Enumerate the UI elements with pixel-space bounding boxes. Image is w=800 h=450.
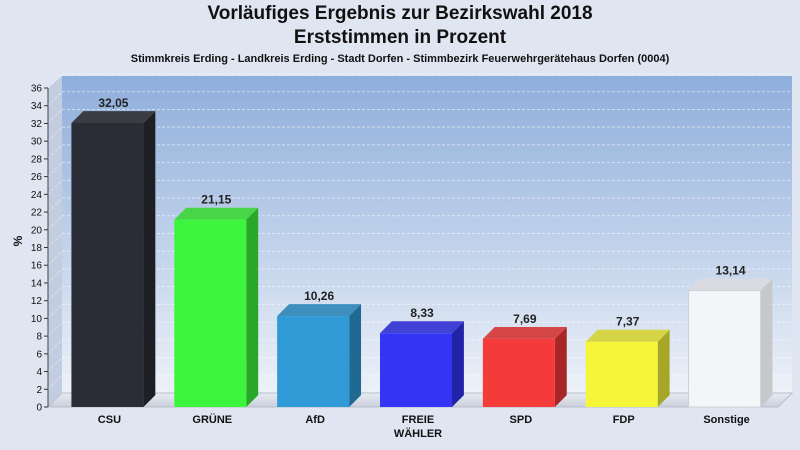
x-tick-label: GRÜNE [192, 413, 232, 426]
y-tick-label: 0 [36, 403, 42, 414]
y-tick-label: 18 [31, 243, 43, 254]
x-tick-label: AfD [305, 414, 325, 426]
gridline-side [47, 144, 63, 160]
gridline-side [47, 268, 63, 284]
bar-side [143, 111, 156, 408]
bar-front [482, 338, 555, 407]
bar-front [688, 290, 762, 408]
chart-title: Vorläufiges Ergebnis zur Bezirkswahl 201… [207, 3, 593, 24]
y-tick-label: 28 [31, 154, 43, 165]
bar-top [71, 111, 156, 124]
bar-top [688, 278, 773, 291]
bar-freie-wähler [380, 321, 464, 407]
side-wall [48, 76, 62, 407]
bar-grüne [174, 207, 259, 407]
data-label: 7,69 [513, 312, 537, 326]
bar-front [71, 123, 144, 407]
bar-top [482, 326, 567, 339]
data-label: 7,37 [616, 315, 640, 329]
data-label: 13,14 [716, 264, 746, 278]
bar-sonstige [688, 278, 773, 408]
bar-top [174, 207, 259, 220]
x-tick-label: Sonstige [703, 414, 749, 426]
bar-front [174, 219, 247, 407]
gridline-side [47, 126, 63, 142]
chart-subtitle: Stimmkreis Erding - Landkreis Erding - S… [130, 53, 670, 65]
bar-spd [482, 326, 567, 407]
gridline-side [47, 179, 63, 195]
gridline-side [47, 339, 63, 355]
bar-csu [71, 111, 156, 408]
gridline-side [47, 321, 63, 337]
chart-title-line2: Erststimmen in Prozent [293, 27, 507, 48]
x-tick-label: WÄHLER [394, 427, 442, 440]
x-tick-label: CSU [98, 414, 121, 426]
y-tick-label: 30 [31, 137, 43, 148]
bar-side [452, 321, 464, 407]
gridline-side [47, 73, 63, 89]
y-tick-label: 20 [31, 225, 43, 236]
bar-side [246, 207, 259, 407]
y-tick-label: 12 [31, 296, 43, 307]
x-tick-label: FDP [613, 414, 635, 426]
y-tick-label: 34 [31, 101, 43, 112]
bar-afd [277, 304, 362, 407]
bar-top [277, 304, 362, 317]
y-tick-label: 4 [36, 367, 42, 378]
y-tick-label: 16 [31, 261, 43, 272]
data-label: 8,33 [410, 306, 434, 320]
bar-side [554, 326, 567, 407]
y-tick-label: 22 [31, 208, 43, 219]
bar-side [760, 278, 773, 407]
gridline-side [47, 250, 63, 266]
gridline-side [47, 304, 63, 319]
data-label: 10,26 [304, 289, 334, 303]
gridline-side [47, 374, 63, 390]
gridline-side [47, 162, 63, 177]
gridline-side [47, 197, 63, 213]
bar-front [380, 333, 452, 407]
bar-side [349, 304, 362, 407]
bar-front [585, 341, 658, 407]
bar-fdp [585, 329, 670, 407]
data-label: 32,05 [98, 96, 128, 110]
x-tick-label: FREIE [402, 414, 434, 426]
y-tick-label: 6 [36, 349, 42, 360]
y-tick-label: 10 [31, 314, 43, 325]
bar-top [585, 329, 670, 342]
y-tick-label: 26 [31, 172, 43, 183]
bar-front [277, 316, 350, 407]
y-axis-label: % [11, 235, 25, 246]
gridline-side [47, 215, 63, 231]
y-tick-label: 36 [31, 84, 43, 95]
gridline-side [47, 91, 63, 107]
y-tick-label: 14 [31, 278, 43, 289]
y-tick-label: 2 [36, 385, 42, 396]
bar-top [380, 321, 464, 334]
gridline-side [47, 233, 63, 248]
gridline-side [47, 109, 63, 124]
y-tick-label: 8 [36, 332, 42, 343]
data-label: 21,15 [201, 193, 231, 207]
y-tick-label: 24 [31, 190, 43, 201]
bar-side [657, 329, 670, 407]
gridline-side [47, 286, 63, 302]
gridline-side [47, 357, 63, 372]
x-tick-label: SPD [510, 414, 533, 426]
y-tick-label: 32 [31, 119, 43, 130]
